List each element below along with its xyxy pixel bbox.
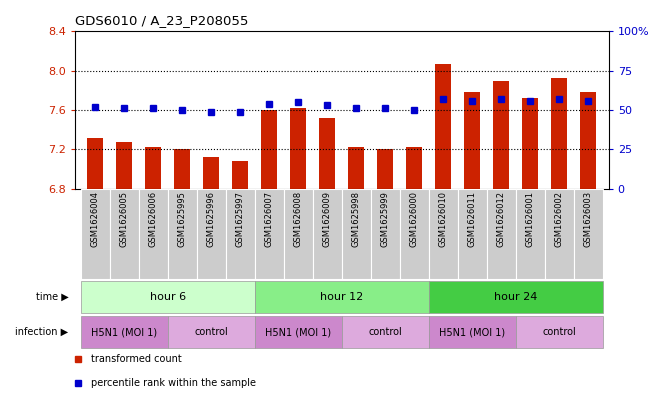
Bar [255,189,284,279]
Bar [81,316,168,348]
Bar [342,316,429,348]
Bar [145,147,161,189]
Text: infection ▶: infection ▶ [15,327,68,337]
Text: GDS6010 / A_23_P208055: GDS6010 / A_23_P208055 [75,15,248,28]
Text: GSM1625998: GSM1625998 [352,191,361,247]
Bar [516,316,603,348]
Text: GSM1625997: GSM1625997 [236,191,245,247]
Bar [203,157,219,189]
Text: GSM1626000: GSM1626000 [410,191,419,247]
Bar [87,138,103,189]
Text: GSM1626012: GSM1626012 [497,191,506,247]
Text: hour 12: hour 12 [320,292,363,302]
Bar [429,189,458,279]
Text: GSM1626010: GSM1626010 [439,191,448,247]
Bar [319,118,335,189]
Text: GSM1625995: GSM1625995 [178,191,187,247]
Text: GSM1625999: GSM1625999 [381,191,390,247]
Bar [342,189,371,279]
Bar [174,149,190,189]
Bar [581,92,596,189]
Text: GSM1626007: GSM1626007 [265,191,273,248]
Bar [464,92,480,189]
Text: GSM1626005: GSM1626005 [120,191,129,247]
Bar [522,98,538,189]
Bar [429,316,516,348]
Bar [436,64,451,189]
Bar [574,189,603,279]
Bar [81,281,255,313]
Bar [406,147,422,189]
Bar [284,189,312,279]
Bar [458,189,487,279]
Text: GSM1626006: GSM1626006 [148,191,158,248]
Text: percentile rank within the sample: percentile rank within the sample [91,378,256,389]
Text: H5N1 (MOI 1): H5N1 (MOI 1) [439,327,505,337]
Text: GSM1626009: GSM1626009 [323,191,332,247]
Bar [255,281,429,313]
Bar [197,189,226,279]
Bar [371,189,400,279]
Bar [378,149,393,189]
Bar [551,78,567,189]
Bar [81,189,109,279]
Bar [226,189,255,279]
Bar [168,189,197,279]
Bar [400,189,429,279]
Text: GSM1625996: GSM1625996 [207,191,215,247]
Bar [545,189,574,279]
Text: time ▶: time ▶ [36,292,68,302]
Bar [261,110,277,189]
Text: GSM1626008: GSM1626008 [294,191,303,248]
Bar [348,147,365,189]
Bar [429,281,603,313]
Bar [290,108,306,189]
Bar [493,81,509,189]
Bar [255,316,342,348]
Text: transformed count: transformed count [91,354,182,364]
Bar [139,189,168,279]
Text: control: control [368,327,402,337]
Text: GSM1626001: GSM1626001 [526,191,535,247]
Text: GSM1626003: GSM1626003 [584,191,593,248]
Text: GSM1626004: GSM1626004 [90,191,100,247]
Text: hour 6: hour 6 [150,292,186,302]
Text: GSM1626002: GSM1626002 [555,191,564,247]
Bar [117,143,132,189]
Text: GSM1626011: GSM1626011 [468,191,477,247]
Bar [232,161,248,189]
Text: control: control [542,327,576,337]
Bar [109,189,139,279]
Text: H5N1 (MOI 1): H5N1 (MOI 1) [265,327,331,337]
Bar [312,189,342,279]
Bar [168,316,255,348]
Text: control: control [195,327,228,337]
Text: H5N1 (MOI 1): H5N1 (MOI 1) [91,327,158,337]
Bar [516,189,545,279]
Text: hour 24: hour 24 [494,292,538,302]
Bar [487,189,516,279]
